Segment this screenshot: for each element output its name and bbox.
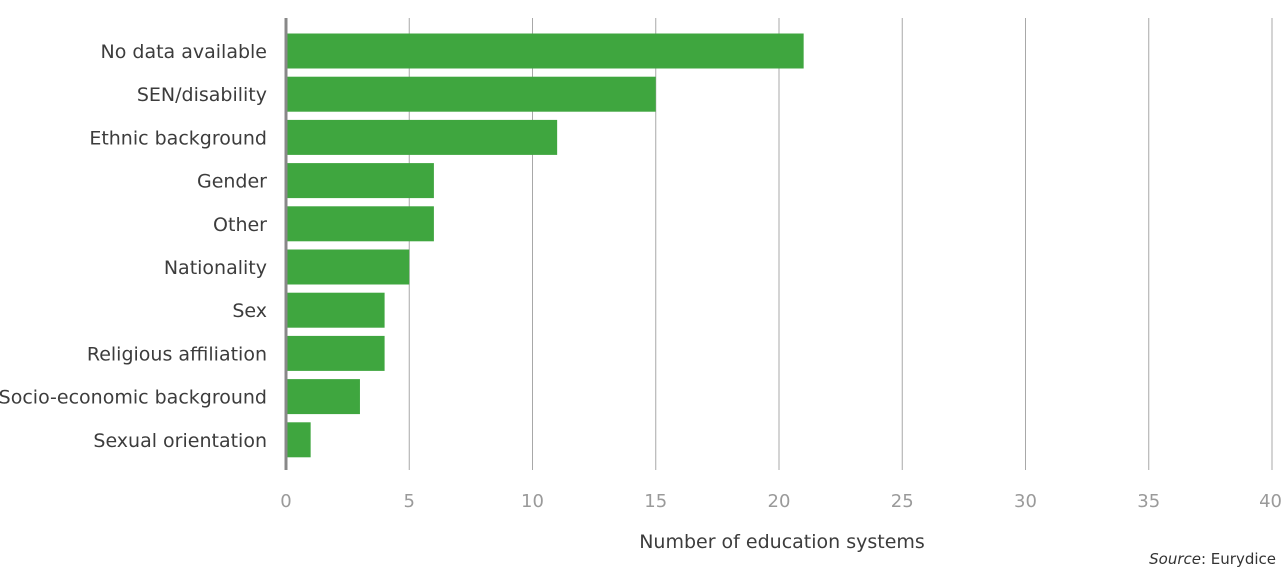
x-tick-label: 35 [1137, 491, 1160, 512]
category-label: Religious affiliation [87, 343, 267, 365]
x-tick-label: 5 [404, 491, 415, 512]
source-note: Source: Eurydice [1149, 550, 1276, 568]
category-label: SEN/disability [137, 84, 267, 106]
source-text: : Eurydice [1201, 550, 1276, 568]
bar [286, 120, 557, 155]
x-tick-label: 20 [768, 491, 791, 512]
x-axis-label: Number of education systems [639, 531, 925, 553]
bars [286, 34, 804, 458]
x-tick-label: 0 [280, 491, 291, 512]
bar [286, 163, 434, 198]
bar [286, 293, 385, 328]
x-tick-label: 40 [1259, 491, 1282, 512]
bar [286, 379, 360, 414]
bar [286, 77, 656, 112]
category-label: Gender [197, 171, 267, 193]
category-label: Socio-economic background [0, 387, 267, 409]
bar [286, 206, 434, 241]
category-labels: No data available SEN/disability Ethnic ba… [0, 41, 267, 452]
x-tick-label: 30 [1014, 491, 1037, 512]
x-tick-labels: 0 5 10 15 20 25 30 35 40 [280, 491, 1282, 512]
category-label: Sex [232, 300, 267, 322]
x-tick-label: 25 [891, 491, 914, 512]
category-label: Ethnic background [89, 127, 267, 149]
bar [286, 250, 409, 285]
category-label: Sexual orientation [93, 430, 267, 452]
bar [286, 34, 804, 69]
x-tick-label: 10 [521, 491, 544, 512]
x-tick-label: 15 [644, 491, 667, 512]
category-label: Other [213, 214, 267, 236]
category-label: Nationality [164, 257, 267, 279]
source-label: Source [1149, 550, 1201, 568]
category-label: No data available [101, 41, 267, 63]
bar [286, 336, 385, 371]
bar [286, 422, 311, 457]
